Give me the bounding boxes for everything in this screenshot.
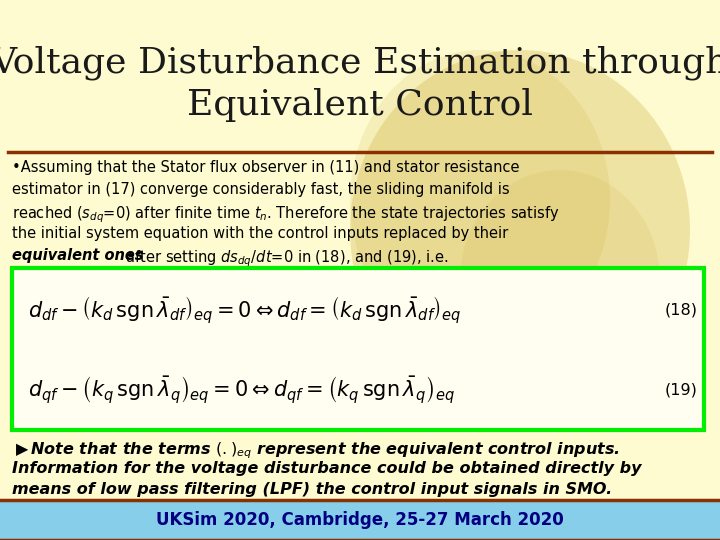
Text: $\blacktriangleright$Note that the terms $(.)_{eq}$ represent the equivalent con: $\blacktriangleright$Note that the terms… [12, 440, 620, 461]
Text: (19): (19) [665, 382, 698, 397]
Text: $d_{qf}-\left(k_{q}\,\mathrm{sgn}\,\bar{\lambda}_{q}\right)_{eq}=0\Leftrightarro: $d_{qf}-\left(k_{q}\,\mathrm{sgn}\,\bar{… [28, 374, 455, 406]
Text: estimator in (17) converge considerably fast, the sliding manifold is: estimator in (17) converge considerably … [12, 182, 510, 197]
Ellipse shape [350, 50, 690, 410]
Text: the initial system equation with the control inputs replaced by their: the initial system equation with the con… [12, 226, 508, 241]
Text: reached ($s_{dq}$=0) after finite time $t_n$. Therefore the state trajectories s: reached ($s_{dq}$=0) after finite time $… [12, 204, 559, 225]
Text: Equivalent Control: Equivalent Control [187, 88, 533, 122]
FancyBboxPatch shape [12, 268, 704, 430]
Text: UKSim 2020, Cambridge, 25-27 March 2020: UKSim 2020, Cambridge, 25-27 March 2020 [156, 511, 564, 529]
Text: •Assuming that the Stator flux observer in (11) and stator resistance: •Assuming that the Stator flux observer … [12, 160, 520, 175]
Text: after setting $\mathit{ds}_{dq}/\mathit{dt}$=0 in (18), and (19), i.e.: after setting $\mathit{ds}_{dq}/\mathit{… [121, 248, 449, 268]
Text: Information for the voltage disturbance could be obtained directly by: Information for the voltage disturbance … [12, 461, 642, 476]
Text: equivalent ones: equivalent ones [12, 248, 143, 263]
Text: $d_{df}-\left(k_{d}\,\mathrm{sgn}\,\bar{\lambda}_{df}\right)_{eq}=0\Leftrightarr: $d_{df}-\left(k_{d}\,\mathrm{sgn}\,\bar{… [28, 294, 462, 326]
Text: Voltage Disturbance Estimation through: Voltage Disturbance Estimation through [0, 45, 720, 79]
Text: means of low pass filtering (LPF) the control input signals in SMO.: means of low pass filtering (LPF) the co… [12, 482, 612, 497]
Bar [0, 500, 720, 540]
Text: (18): (18) [665, 302, 698, 318]
Ellipse shape [460, 170, 660, 390]
Ellipse shape [350, 50, 610, 350]
